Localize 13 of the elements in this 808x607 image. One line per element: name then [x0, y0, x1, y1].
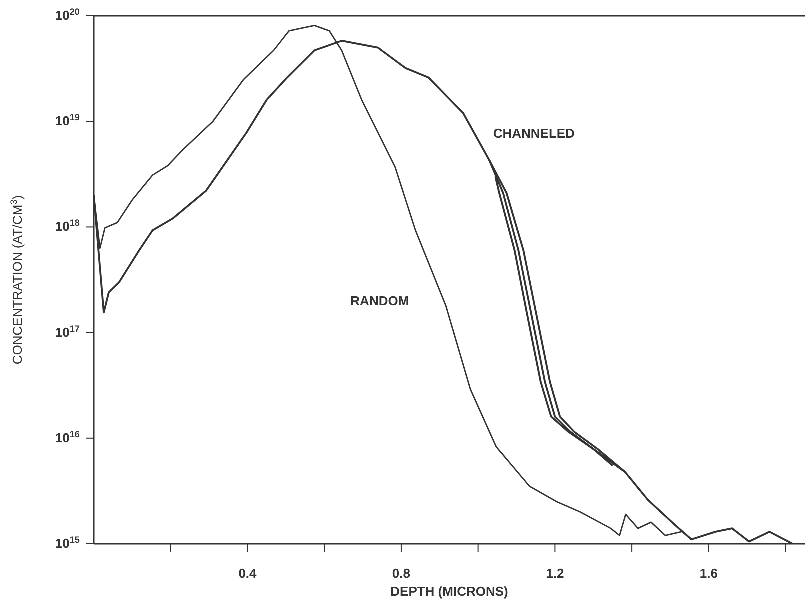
y-tick-label: 10$^{16}$ — [55, 429, 80, 446]
x-tick-label: 1.2 — [546, 566, 564, 581]
y-tick-label: 10$^{18}$ — [55, 218, 80, 234]
y-tick-label: 10$^{17}$ — [55, 324, 80, 340]
y-tick-label: 10$^{20}$ — [55, 7, 80, 23]
x-tick-label: 0.4 — [238, 566, 258, 581]
x-tick-label: 0.8 — [392, 566, 410, 581]
x-axis-title: DEPTH (MICRONS) — [390, 584, 508, 599]
text: RANDOM — [350, 294, 410, 309]
y-tick-label: 10$^{19}$ — [55, 112, 80, 129]
series-label: CHANNELED — [493, 126, 575, 142]
x-tick-label: 1.6 — [700, 566, 718, 581]
y-tick-label: 10$^{15}$ — [55, 535, 80, 551]
